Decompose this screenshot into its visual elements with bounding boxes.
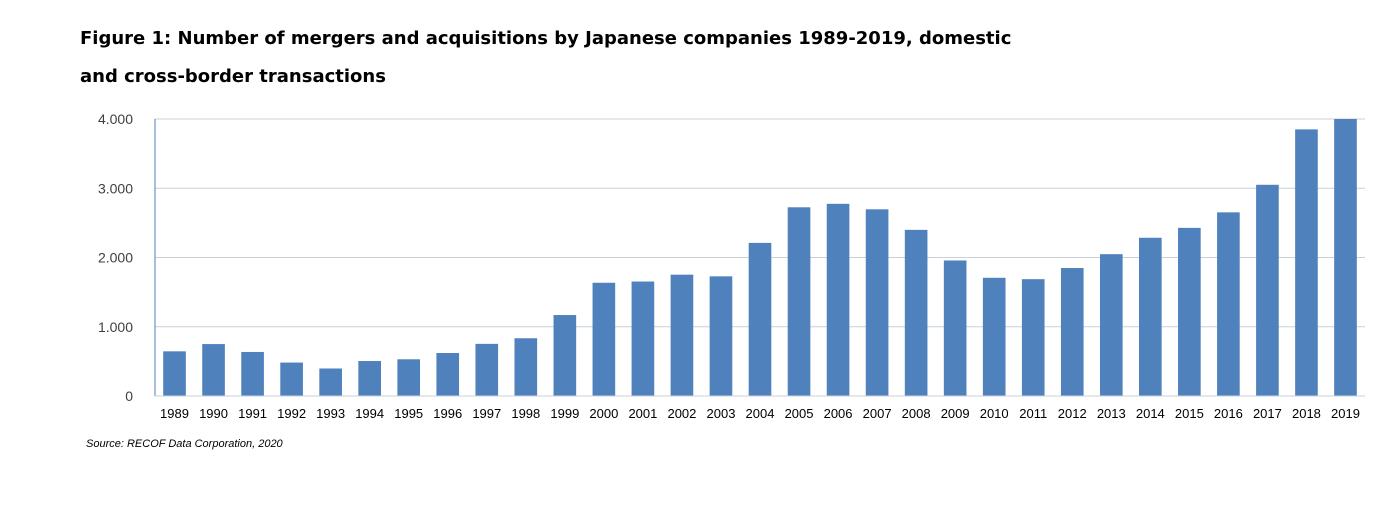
bar-1995 bbox=[397, 359, 421, 396]
bar-2019 bbox=[1334, 119, 1357, 396]
x-tick-label: 2000 bbox=[589, 406, 618, 421]
x-tick-label: 1994 bbox=[355, 406, 384, 421]
x-tick-label: 2008 bbox=[902, 406, 931, 421]
x-tick-label: 2016 bbox=[1214, 406, 1243, 421]
bar-2004 bbox=[748, 242, 772, 396]
bar-2012 bbox=[1060, 268, 1084, 396]
bar-1990 bbox=[202, 344, 225, 396]
bars bbox=[163, 119, 1357, 396]
x-tick-label: 2003 bbox=[707, 406, 736, 421]
x-tick-label: 2017 bbox=[1253, 406, 1282, 421]
y-axis: 0 1.000 2.000 3.000 4.000 bbox=[98, 111, 156, 404]
bar-1998 bbox=[514, 338, 538, 396]
bar-1999 bbox=[553, 315, 577, 396]
bar-2015 bbox=[1178, 227, 1201, 396]
x-tick-label: 2014 bbox=[1136, 406, 1165, 421]
x-tick-label: 1996 bbox=[433, 406, 462, 421]
bar-2018 bbox=[1295, 129, 1318, 396]
bar-2006 bbox=[826, 203, 850, 396]
x-tick-label: 2001 bbox=[628, 406, 657, 421]
bar-2002 bbox=[670, 274, 694, 396]
x-tick-label: 2019 bbox=[1331, 406, 1360, 421]
bar-2016 bbox=[1217, 212, 1240, 396]
x-tick-label: 2002 bbox=[667, 406, 696, 421]
bar-2001 bbox=[631, 281, 655, 396]
x-tick-label: 2004 bbox=[746, 406, 775, 421]
bar-2011 bbox=[1021, 279, 1045, 396]
bar-1996 bbox=[436, 352, 460, 396]
bar-1993 bbox=[319, 368, 342, 396]
x-tick-label: 2011 bbox=[1019, 406, 1047, 421]
x-tick-label: 1993 bbox=[316, 406, 345, 421]
y-tick-label: 3.000 bbox=[98, 180, 133, 196]
bar-2010 bbox=[982, 277, 1006, 396]
bar-2008 bbox=[904, 229, 928, 396]
bar-2017 bbox=[1256, 184, 1279, 396]
bar-2007 bbox=[865, 209, 889, 396]
bar-1991 bbox=[241, 351, 264, 396]
x-tick-label: 2009 bbox=[941, 406, 970, 421]
x-tick-label: 1992 bbox=[277, 406, 306, 421]
bar-2000 bbox=[592, 282, 616, 396]
y-tick-label: 4.000 bbox=[98, 111, 133, 127]
x-tick-label: 1989 bbox=[160, 406, 189, 421]
x-tick-label: 2018 bbox=[1292, 406, 1321, 421]
y-tick-label: 0 bbox=[125, 388, 133, 404]
x-tick-label: 1998 bbox=[511, 406, 540, 421]
bar-2014 bbox=[1139, 237, 1162, 396]
x-tick-label: 1997 bbox=[472, 406, 501, 421]
x-tick-label: 1999 bbox=[550, 406, 579, 421]
y-tick-label: 2.000 bbox=[98, 250, 133, 266]
y-tick-label: 1.000 bbox=[98, 319, 133, 335]
bar-2003 bbox=[709, 276, 733, 396]
x-axis: 1989 1990 1991 1992 1993 1994 1995 1996 1997 1998… bbox=[155, 395, 1365, 421]
bar-1992 bbox=[280, 362, 303, 396]
bar-1989 bbox=[163, 351, 186, 396]
x-tick-label: 1990 bbox=[199, 406, 228, 421]
bar-1994 bbox=[358, 361, 381, 396]
bar-2013 bbox=[1099, 254, 1123, 396]
source-note: Source: RECOF Data Corporation, 2020 bbox=[86, 438, 283, 450]
x-tick-label: 2006 bbox=[824, 406, 853, 421]
x-tick-label: 1991 bbox=[238, 406, 267, 421]
bar-2005 bbox=[787, 207, 811, 396]
x-tick-label: 2010 bbox=[980, 406, 1009, 421]
x-tick-label: 2013 bbox=[1097, 406, 1126, 421]
x-tick-label: 2015 bbox=[1175, 406, 1204, 421]
x-tick-label: 2005 bbox=[785, 406, 814, 421]
x-tick-label: 2007 bbox=[863, 406, 892, 421]
x-tick-label: 1995 bbox=[394, 406, 423, 421]
bar-1997 bbox=[475, 343, 499, 396]
x-tick-label: 2012 bbox=[1058, 406, 1087, 421]
bar-2009 bbox=[943, 260, 967, 396]
figure-title: Figure 1: Number of mergers and acquisit… bbox=[80, 28, 1012, 87]
